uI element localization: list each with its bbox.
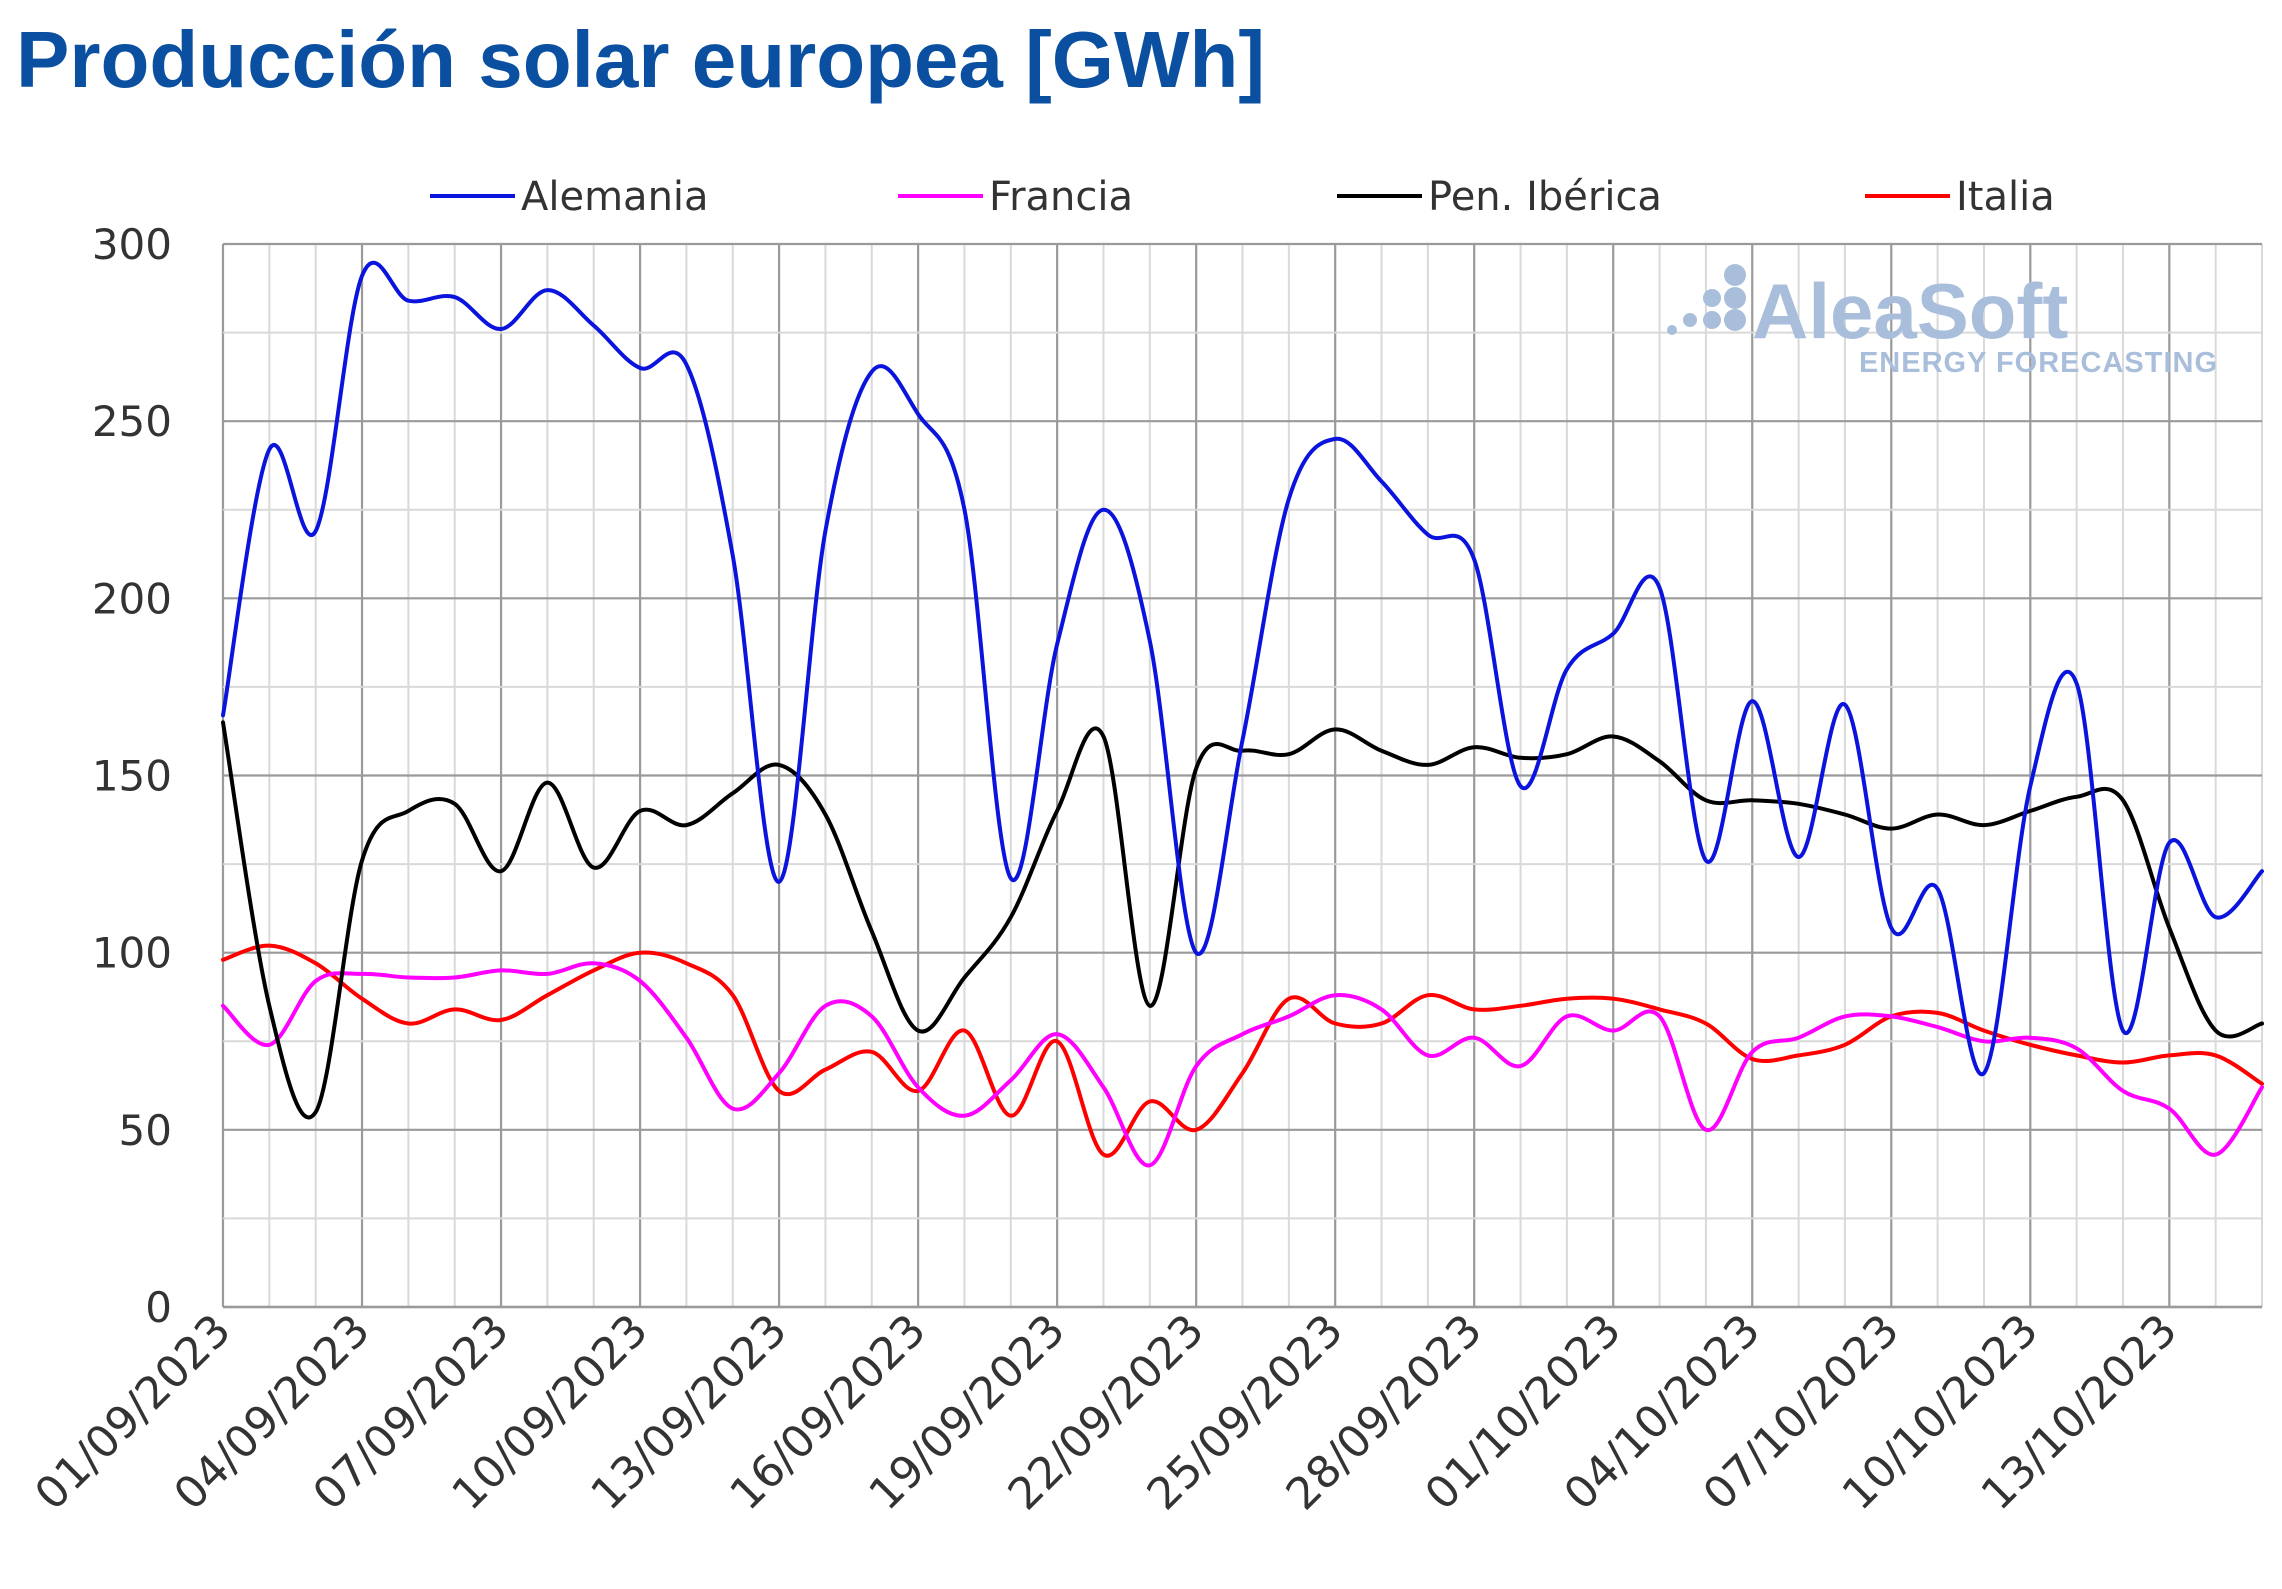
watermark-tagline: ENERGY FORECASTING: [1859, 347, 2218, 379]
y-tick-label: 0: [145, 1283, 172, 1332]
series-line-italia: [221, 943, 2264, 1158]
legend-label-francia: Francia: [989, 174, 1133, 220]
y-tick-label: 250: [92, 397, 172, 446]
aleasoft-logo-icon: [1667, 264, 1746, 335]
legend: Alemania Francia Pen. Ibérica Italia: [430, 174, 2055, 220]
series-line-pen-ib-rica: [221, 720, 2264, 1120]
y-tick-label: 150: [92, 752, 172, 801]
legend-label-pen-ib-rica: Pen. Ibérica: [1428, 174, 1662, 220]
y-tick-label: 300: [92, 220, 172, 269]
x-axis-ticks: 01/09/202304/09/202307/09/202310/09/2023…: [25, 1305, 2187, 1520]
series-line-francia: [221, 961, 2264, 1168]
watermark-name: AleaSoft: [1752, 267, 2068, 355]
chart-title: Producción solar europea [GWh]: [16, 15, 1266, 104]
legend-label-italia: Italia: [1956, 174, 2055, 220]
series-lines: [221, 260, 2264, 1168]
grid: [221, 242, 2263, 1309]
series-line-alemania: [221, 260, 2264, 1077]
y-axis-ticks: 0 50 100 150 200 250 300: [92, 220, 172, 1332]
y-tick-label: 50: [119, 1106, 172, 1155]
y-tick-label: 200: [92, 574, 172, 623]
legend-label-alemania: Alemania: [521, 174, 709, 220]
y-tick-label: 100: [92, 929, 172, 978]
aleasoft-watermark: AleaSoft ENERGY FORECASTING: [1667, 264, 2218, 379]
